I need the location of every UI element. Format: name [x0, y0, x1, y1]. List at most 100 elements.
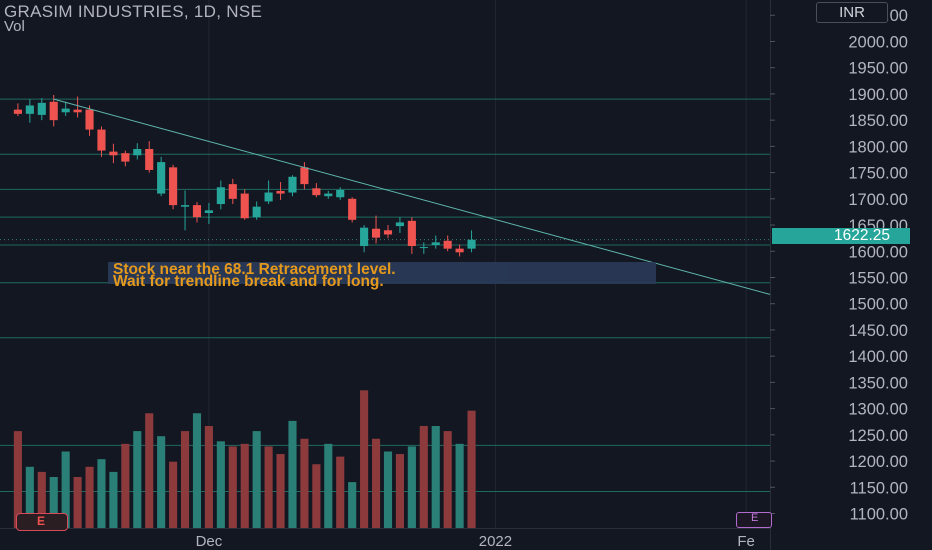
candle-body [252, 206, 261, 218]
volume-bar [467, 410, 476, 528]
volume-bar [121, 443, 130, 528]
volume-bar [336, 456, 345, 528]
price-tick-label: 1600.00 [848, 243, 908, 261]
candle-body [25, 105, 34, 114]
volume-bar [371, 438, 381, 528]
price-tick-label: 2000.00 [848, 33, 908, 51]
annotation-callout[interactable]: Stock near the 68.1 Retracement level. W… [108, 261, 656, 289]
price-tick-label: 1400.00 [848, 348, 908, 366]
candle-body [455, 248, 464, 253]
candle-body [467, 239, 476, 249]
volume-bar [192, 413, 202, 528]
candle-body [85, 109, 94, 130]
candle-body [37, 102, 46, 115]
volume-bar [216, 441, 225, 528]
candle-body [431, 242, 440, 245]
volume-bar [395, 454, 404, 528]
volume-bar [360, 390, 369, 528]
candle-body [169, 167, 178, 206]
price-tick-label: 1900.00 [848, 86, 908, 104]
candle-body [419, 247, 428, 249]
volume-bar [85, 466, 94, 528]
candle-body [312, 188, 321, 196]
volume-bar [169, 461, 178, 528]
candle-body [371, 228, 381, 238]
volume-bar [204, 426, 213, 528]
volume-bar [264, 446, 273, 528]
price-tick-label: 1800.00 [848, 138, 908, 156]
candle-body [121, 153, 130, 162]
candle-body [407, 220, 416, 247]
candle-body [443, 240, 452, 249]
volume-bar [73, 477, 82, 528]
time-axis-bg [0, 528, 770, 550]
candle-body [216, 187, 225, 205]
candle-body [395, 222, 404, 227]
volume-bar [455, 443, 464, 528]
price-axis-bg [770, 0, 932, 550]
annotation-line-2: Wait for trendline break and for long. [113, 273, 384, 290]
time-tick-label: Fe [737, 533, 755, 550]
volume-bars [13, 390, 476, 528]
candle-body [97, 129, 106, 151]
candle-body [192, 205, 202, 218]
volume-bar [443, 431, 452, 528]
time-axis[interactable]: Dec 2022 Fe [0, 528, 770, 550]
price-tick-label: 1700.00 [848, 191, 908, 209]
volume-bar [276, 454, 285, 528]
volume-bar [25, 466, 34, 528]
price-tick-label: 1850.00 [848, 112, 908, 130]
candle-body [61, 108, 70, 113]
volume-bar [109, 471, 118, 528]
earnings-marker-label: E [37, 514, 46, 528]
candles-layer [13, 94, 476, 257]
earnings-marker[interactable]: E [16, 513, 68, 531]
currency-button[interactable]: INR [816, 2, 888, 23]
candle-body [360, 227, 369, 247]
volume-bar [145, 413, 154, 528]
price-tick-label: 1950.00 [848, 60, 908, 78]
time-tick-label: 2022 [479, 533, 512, 550]
candle-body [276, 190, 285, 194]
volume-bar [407, 446, 416, 528]
symbol-title: GRASIM INDUSTRIES, 1D, NSE [4, 2, 263, 21]
candle-body [157, 162, 166, 194]
trendline[interactable] [53, 98, 771, 295]
price-tick-label: 1100.00 [850, 506, 908, 524]
volume-bar [133, 431, 142, 528]
candle-body [73, 109, 82, 113]
volume-bar [180, 431, 190, 528]
level-lines [0, 98, 770, 492]
candle-body [300, 167, 309, 185]
candle-body [109, 151, 118, 156]
volume-bar [288, 420, 297, 528]
candle-body [180, 205, 190, 207]
earnings-marker-future[interactable]: E [736, 512, 772, 528]
volume-legend-label: Vol [4, 18, 25, 35]
volume-bar [37, 471, 46, 528]
candle-body [133, 148, 142, 156]
volume-bar [312, 464, 321, 528]
price-tick-label: 1750.00 [848, 165, 908, 183]
candle-body [204, 210, 213, 213]
volume-bar [431, 426, 440, 528]
volume-bar [419, 426, 428, 528]
candle-body [348, 198, 357, 220]
price-tick-label: 1350.00 [848, 374, 908, 392]
last-price-label: 1622.25 [772, 228, 910, 244]
volume-bar [49, 477, 58, 528]
volume-bar [324, 443, 333, 528]
candle-body [383, 230, 393, 235]
candle-body [288, 176, 297, 193]
volume-bar [157, 436, 166, 528]
volume-bar [348, 482, 357, 528]
price-tick-label: 1500.00 [848, 296, 908, 314]
candle-body [336, 189, 345, 198]
trendline-layer[interactable] [53, 98, 771, 295]
candle-body [13, 109, 22, 114]
candle-body [240, 193, 249, 219]
volume-bar [61, 451, 70, 528]
price-axis[interactable]: 2050.002000.001950.001900.001850.001800.… [770, 0, 932, 550]
annotation-line-1: Stock near the 68.1 Retracement level. [113, 261, 396, 278]
